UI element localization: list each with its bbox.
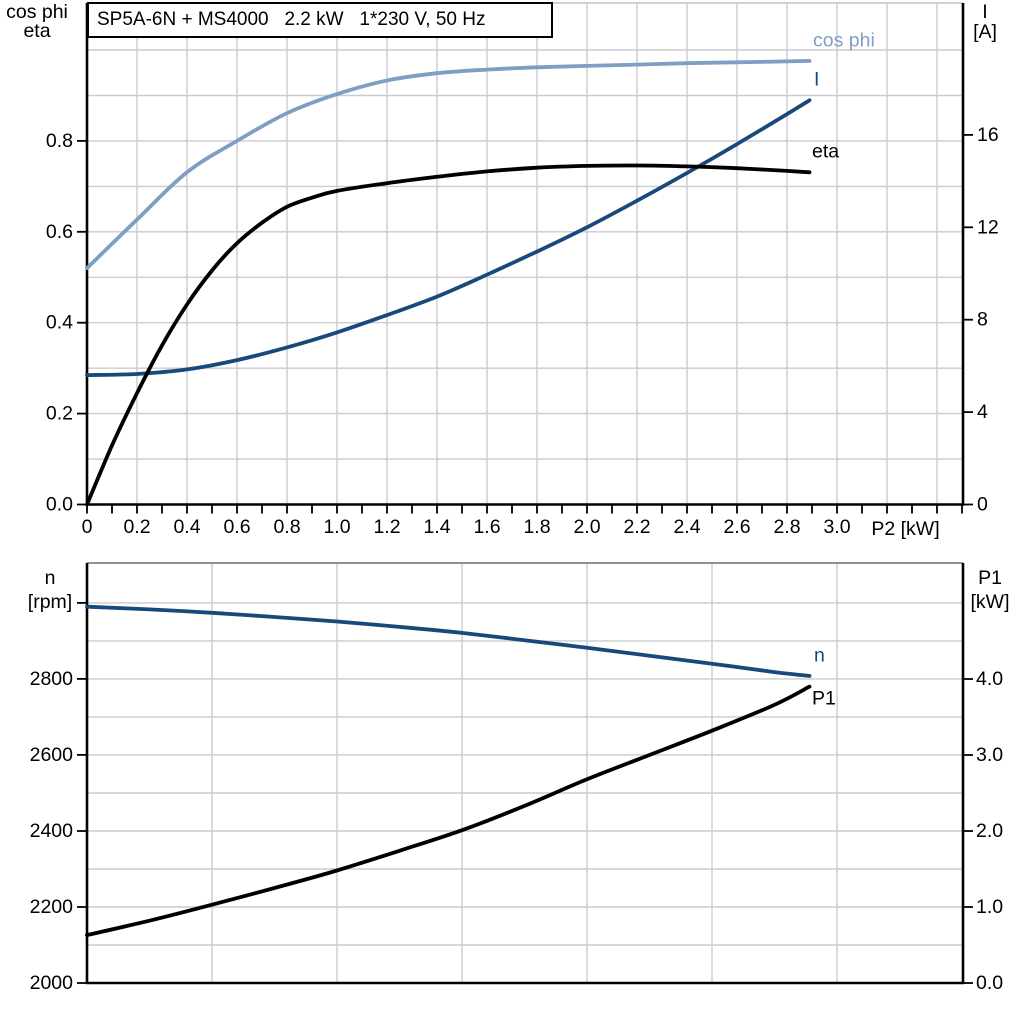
left-tick-label: 2800 (30, 668, 74, 690)
series-cos-phi (85, 59, 812, 271)
top-left-axis-title: cos phi eta (6, 1, 68, 42)
right-tick-label: 4 (977, 401, 988, 423)
right-tick-label: 16 (977, 124, 999, 146)
x-tick-label: 2.0 (573, 516, 600, 538)
left-axis-title-line1: cos phi (6, 1, 68, 23)
x-tick-label: 1.2 (373, 516, 400, 538)
curve-label-current: I (814, 68, 820, 91)
right-tick-label: 0.0 (976, 972, 1003, 994)
x-tick-label: 0.4 (173, 516, 200, 538)
left-tick-label: 0.6 (46, 221, 73, 243)
chart-bottom: 2000 2200 2400 2600 2800 0.0 1.0 2.0 3.0 4.0 (30, 562, 1003, 994)
x-tick-label: 2.6 (723, 516, 750, 538)
x-tick-label: 2.2 (623, 516, 650, 538)
x-tick-label: 1.6 (473, 516, 500, 538)
speed-axis-title-line2: [rpm] (27, 591, 73, 613)
x-tick-label: 0.8 (273, 516, 300, 538)
p1-axis-title-line1: P1 (978, 567, 1002, 589)
right-tick-label: 3.0 (976, 744, 1003, 766)
right-axis-title-line2: [A] (973, 21, 997, 43)
x-tick-label: 1.8 (523, 516, 550, 538)
right-tick-label: 12 (977, 216, 999, 238)
x-tick-label: 2.8 (773, 516, 800, 538)
chart-title-box: SP5A-6N + MS4000 2.2 kW 1*230 V, 50 Hz (87, 2, 553, 38)
left-tick-label: 0.2 (46, 403, 73, 425)
chart-top: 0 0.2 0.4 0.6 0.8 1.0 1.2 1.4 1.6 1.8 2.0 2.2 2.4 2.6… (46, 2, 999, 538)
series-i (85, 98, 812, 377)
x-tick-label: 0 (82, 516, 93, 538)
curve-label-p1: P1 (812, 687, 836, 710)
series-n (85, 604, 812, 678)
speed-axis-title-line1: n (44, 567, 56, 589)
curve-label-eta: eta (812, 140, 840, 163)
left-tick-label: 2600 (30, 744, 74, 766)
x-tick-label: 0.6 (223, 516, 250, 538)
left-tick-label: 0.4 (46, 312, 73, 334)
left-tick-label: 2200 (30, 896, 74, 918)
series-p1 (85, 684, 812, 937)
bottom-left-axis-title: n [rpm] (19, 566, 81, 614)
right-tick-label: 1.0 (976, 896, 1003, 918)
bottom-right-axis-title: P1 [kW] (959, 566, 1021, 614)
x-axis-label: P2 [kW] (871, 518, 940, 540)
right-axis-title-line1: I (982, 1, 988, 23)
x-tick-label: 3.0 (823, 516, 850, 538)
left-tick-label: 2400 (30, 820, 74, 842)
left-tick-label: 0.0 (46, 494, 73, 516)
left-tick-label: 0.8 (46, 130, 73, 152)
right-tick-label: 4.0 (976, 668, 1003, 690)
right-tick-label: 8 (977, 309, 988, 331)
curve-label-speed: n (814, 644, 825, 667)
series-eta (85, 163, 812, 507)
x-tick-label: 1.0 (323, 516, 350, 538)
x-tick-label: 1.4 (423, 516, 450, 538)
x-tick-label: 2.4 (673, 516, 700, 538)
x-tick-label: 0.2 (123, 516, 150, 538)
left-tick-label: 2000 (30, 972, 74, 994)
right-tick-label: 2.0 (976, 820, 1003, 842)
left-axis-title-line2: eta (23, 20, 51, 42)
p1-axis-title-line2: [kW] (970, 591, 1010, 613)
right-tick-label: 0 (977, 494, 988, 516)
curve-label-cos-phi: cos phi (813, 29, 875, 52)
top-right-axis-title: I [A] (954, 2, 1016, 42)
